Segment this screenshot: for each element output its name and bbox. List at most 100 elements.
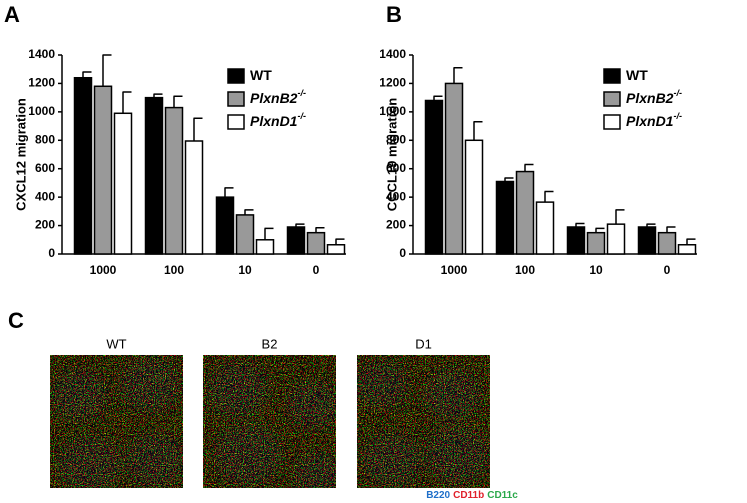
legend-label: PlxnD1-/- <box>626 111 682 128</box>
legend-label: WT <box>626 67 648 83</box>
y-tick-label: 0 <box>48 246 55 260</box>
error-bar <box>173 95 183 108</box>
error-bar <box>315 226 325 233</box>
error-bar <box>244 209 254 215</box>
y-tick-label: 1000 <box>28 104 55 118</box>
legend-name: PlxnB2 <box>626 90 674 106</box>
x-tick-label: 0 <box>664 263 671 277</box>
y-tick-label: 200 <box>35 218 55 232</box>
x-tick-label: 100 <box>164 263 184 277</box>
y-axis-label: CXCL12 migration <box>13 98 28 211</box>
bar <box>113 112 133 255</box>
bar <box>326 244 346 255</box>
bar <box>586 231 606 255</box>
legend-name: PlxnD1 <box>626 113 674 129</box>
y-tick-label: 1400 <box>379 47 406 61</box>
legend-swatch <box>603 114 621 130</box>
bar <box>677 244 697 255</box>
y-axis-label: CCCL19 migration <box>384 98 399 211</box>
bar <box>566 226 586 255</box>
legend-name: PlxnB2 <box>250 90 298 106</box>
bar <box>215 196 235 255</box>
bar <box>184 140 204 255</box>
error-bar <box>544 190 554 203</box>
legend-label: PlxnB2-/- <box>250 88 306 105</box>
image-label: B2 <box>262 336 278 351</box>
y-tick-label: 1400 <box>28 47 55 61</box>
bar <box>306 231 326 255</box>
micrograph <box>50 355 183 488</box>
error-bar <box>473 121 483 141</box>
legend-swatch <box>227 114 245 130</box>
bar <box>464 139 484 255</box>
error-bar <box>102 54 112 87</box>
legend-swatch <box>603 68 621 84</box>
y-tick-label: 1200 <box>379 76 406 90</box>
bar <box>444 82 464 255</box>
bar <box>235 214 255 255</box>
legend-label: PlxnB2-/- <box>626 88 682 105</box>
marker-name: CD11b <box>453 490 484 501</box>
legend-superscript: -/- <box>673 111 682 121</box>
x-tick-label: 10 <box>238 263 252 277</box>
legend-superscript: -/- <box>297 111 306 121</box>
legend-superscript: -/- <box>673 88 682 98</box>
bar <box>657 231 677 255</box>
legend-name: WT <box>626 67 648 83</box>
y-tick-label: 1200 <box>28 76 55 90</box>
y-tick-label: 800 <box>386 132 406 146</box>
legend-name: WT <box>250 67 272 83</box>
y-tick-label: 400 <box>35 189 55 203</box>
x-tick-label: 10 <box>589 263 603 277</box>
legend-name: PlxnD1 <box>250 113 298 129</box>
bar <box>515 170 535 255</box>
bar <box>144 96 164 255</box>
error-bar <box>666 226 676 233</box>
error-bar <box>615 209 625 225</box>
bar <box>495 180 515 255</box>
bar <box>73 76 93 255</box>
marker-name: CD11c <box>487 490 518 501</box>
legend-swatch <box>227 91 245 107</box>
error-bar <box>335 238 345 245</box>
y-tick-label: 600 <box>35 161 55 175</box>
image-label: WT <box>106 336 126 351</box>
bar <box>255 239 275 255</box>
speckle <box>357 355 490 488</box>
bar <box>286 226 306 255</box>
x-tick-label: 100 <box>515 263 535 277</box>
x-tick-label: 1000 <box>90 263 117 277</box>
error-bar <box>264 227 274 240</box>
y-tick-label: 400 <box>386 189 406 203</box>
legend-superscript: -/- <box>297 88 306 98</box>
y-tick-label: 800 <box>35 132 55 146</box>
micrograph <box>203 355 336 488</box>
panel-label: C <box>8 308 24 333</box>
legend-swatch <box>603 91 621 107</box>
bar <box>93 85 113 255</box>
y-tick-label: 1000 <box>379 104 406 118</box>
error-bar <box>686 238 696 245</box>
y-tick-label: 200 <box>386 218 406 232</box>
y-tick-label: 600 <box>386 161 406 175</box>
bar <box>164 106 184 255</box>
panel-label: B <box>386 2 402 27</box>
bar <box>606 223 626 255</box>
marker-legend: B220 CD11b CD11c <box>426 490 518 501</box>
legend-label: WT <box>250 67 272 83</box>
legend-swatch <box>227 68 245 84</box>
micrograph <box>357 355 490 488</box>
bar <box>637 226 657 255</box>
error-bar <box>453 67 463 84</box>
bar <box>424 99 444 255</box>
error-bar <box>122 91 132 114</box>
x-tick-label: 0 <box>313 263 320 277</box>
error-bar <box>193 117 203 141</box>
speckle <box>50 355 183 488</box>
x-tick-label: 1000 <box>441 263 468 277</box>
legend-label: PlxnD1-/- <box>250 111 306 128</box>
error-bar <box>82 71 92 78</box>
panel-label: A <box>4 2 20 27</box>
marker-name: B220 <box>426 490 450 501</box>
